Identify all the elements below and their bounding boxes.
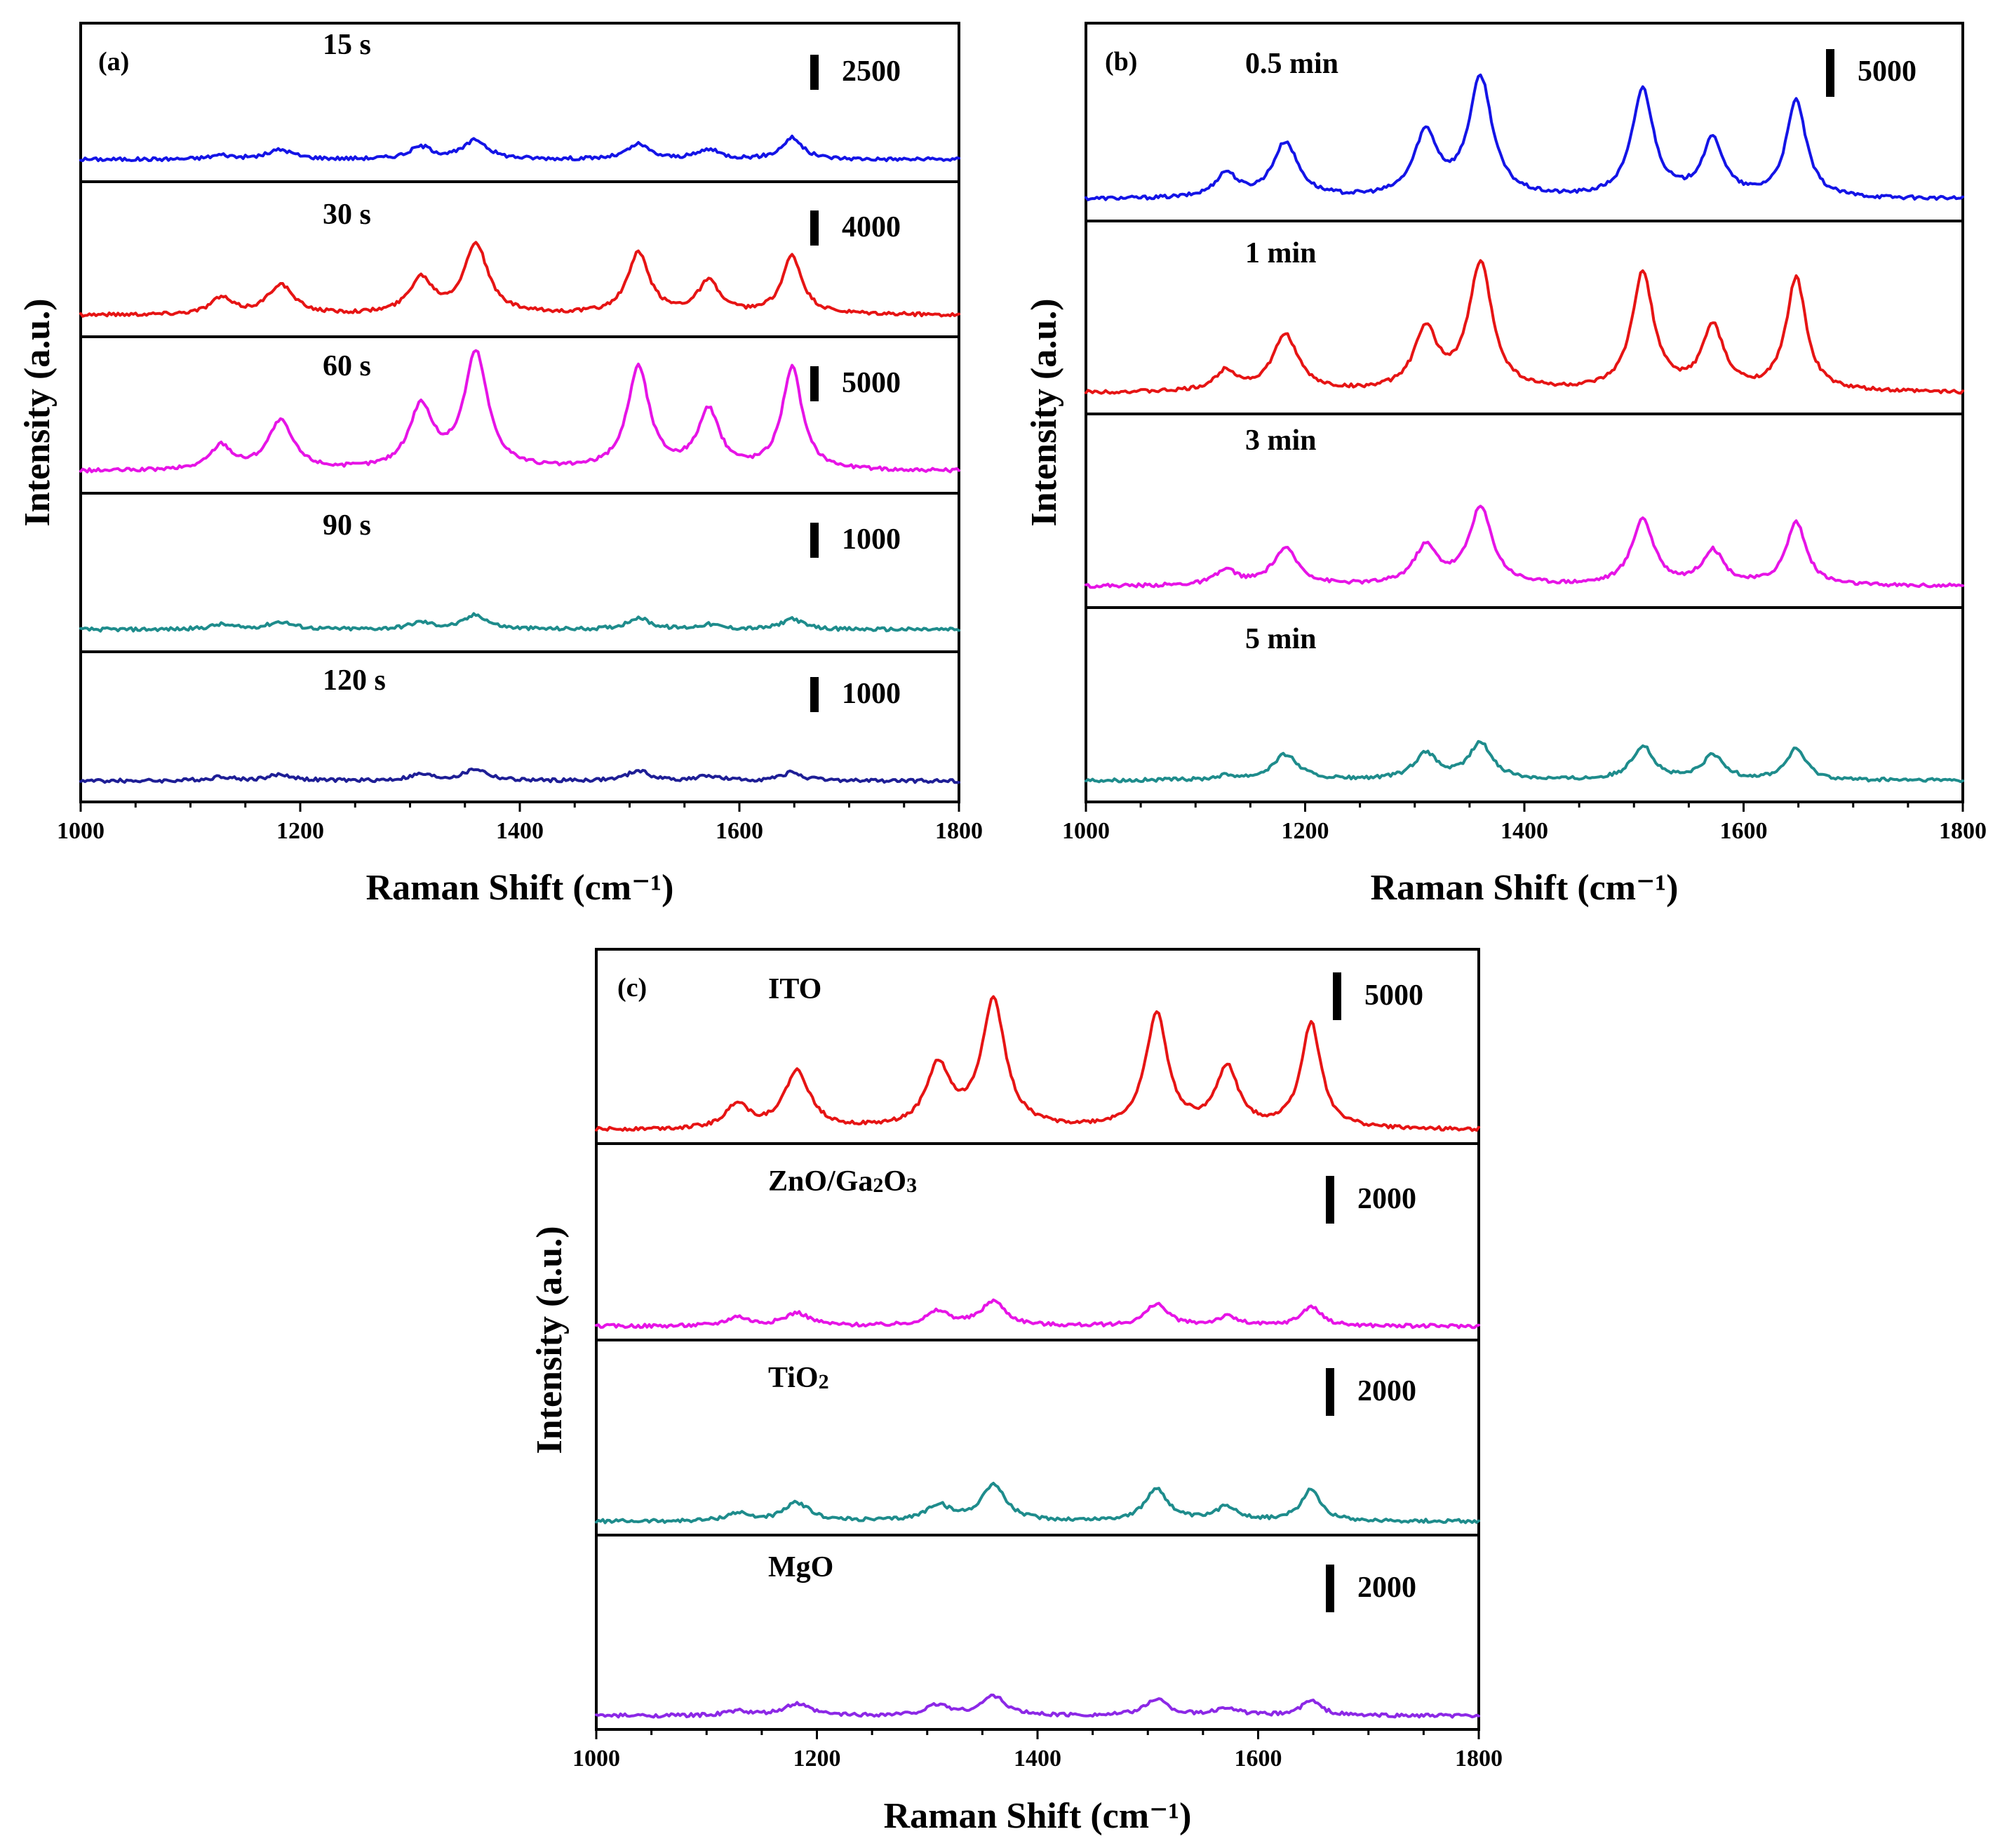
panel-a-scale-label: 4000 bbox=[842, 211, 901, 243]
label-part: O bbox=[883, 1165, 906, 1198]
scale-bar-icon bbox=[810, 366, 819, 401]
label-part: TiO bbox=[768, 1362, 819, 1394]
x-tick-label: 1200 bbox=[793, 1746, 841, 1772]
x-tick-label: 1400 bbox=[1501, 818, 1548, 844]
x-tick-label: 1600 bbox=[716, 818, 763, 844]
panel-b-trace-label: 5 min bbox=[1245, 623, 1317, 655]
spectrum-line-3-min bbox=[1085, 504, 1964, 589]
spectrum-line-60-s bbox=[79, 349, 960, 474]
panel-c-trace-label: TiO2 bbox=[768, 1362, 829, 1394]
panel-b-traces bbox=[1085, 73, 1964, 784]
panel-a-trace-label: 60 s bbox=[323, 350, 371, 382]
spectrum-line-mgo bbox=[595, 1693, 1480, 1719]
panel-a-scale-label: 1000 bbox=[842, 678, 901, 710]
panel-c-trace-label: ZnO/Ga2O3 bbox=[768, 1165, 917, 1198]
scale-bar-icon bbox=[810, 210, 819, 246]
panel-c: (c) ITO ZnO/Ga2O3 TiO2 MgO 5000 2000 200… bbox=[530, 948, 1503, 1836]
panel-a-scale-label: 2500 bbox=[842, 55, 901, 88]
scale-bar-icon bbox=[1826, 49, 1834, 97]
subscript: 3 bbox=[906, 1174, 917, 1197]
panel-c-scale-label: 2000 bbox=[1357, 1375, 1416, 1407]
x-tick-label: 1200 bbox=[1282, 818, 1329, 844]
spectrum-line-120-s bbox=[79, 768, 960, 784]
panel-b-y-axis-label: Intensity (a.u.) bbox=[1024, 298, 1064, 526]
panel-c-scale-label: 2000 bbox=[1357, 1572, 1416, 1604]
scale-bar-icon bbox=[1326, 1565, 1334, 1612]
x-tick-label: 1000 bbox=[572, 1746, 620, 1772]
spectrum-line-90-s bbox=[79, 612, 960, 633]
scale-bar-icon bbox=[810, 677, 819, 712]
x-tick-label: 1400 bbox=[1014, 1746, 1061, 1772]
panel-a-scale-label: 5000 bbox=[842, 367, 901, 399]
spectrum-line-zno-ga2o3 bbox=[595, 1298, 1480, 1330]
panel-a-trace-label: 30 s bbox=[323, 199, 371, 231]
panel-b-trace-label: 1 min bbox=[1245, 237, 1317, 269]
spectrum-line-30-s bbox=[79, 241, 960, 318]
x-tick-label: 1600 bbox=[1720, 818, 1768, 844]
x-tick-label: 1200 bbox=[276, 818, 324, 844]
label-part: ZnO/Ga bbox=[768, 1165, 873, 1198]
panel-b-x-axis: 1000 1200 1400 1600 1800 bbox=[1062, 802, 1987, 844]
scale-bar-icon bbox=[810, 523, 819, 558]
spectrum-line-5-min bbox=[1085, 739, 1964, 784]
panel-a-y-axis-label: Intensity (a.u.) bbox=[18, 298, 58, 526]
x-tick-label: 1600 bbox=[1235, 1746, 1282, 1772]
label-part: MgO bbox=[768, 1551, 833, 1583]
panel-c-scale-label: 5000 bbox=[1364, 979, 1423, 1012]
panel-c-x-axis: 1000 1200 1400 1600 1800 bbox=[572, 1729, 1503, 1772]
spectrum-line-0-5-min bbox=[1085, 73, 1964, 201]
subscript: 2 bbox=[873, 1174, 883, 1197]
panel-a-trace-label: 90 s bbox=[323, 509, 371, 542]
panel-a-scale-label: 1000 bbox=[842, 523, 901, 556]
spectrum-line-ito bbox=[595, 995, 1480, 1132]
panel-c-trace-label: ITO bbox=[768, 973, 821, 1005]
subscript: 2 bbox=[819, 1370, 829, 1393]
panel-a-x-axis: 1000 1200 1400 1600 1800 bbox=[57, 802, 983, 844]
panel-b-x-axis-label: Raman Shift (cm⁻¹) bbox=[1371, 868, 1679, 908]
scale-bar-icon bbox=[1326, 1176, 1334, 1224]
panel-a-trace-label: 15 s bbox=[323, 29, 371, 61]
x-tick-label: 1800 bbox=[1455, 1746, 1503, 1772]
panel-b-scale-label: 5000 bbox=[1858, 55, 1917, 88]
panel-a-traces bbox=[79, 134, 960, 784]
x-tick-label: 1800 bbox=[1939, 818, 1987, 844]
x-tick-label: 1000 bbox=[1062, 818, 1110, 844]
spectrum-line-1-min bbox=[1085, 259, 1964, 395]
scale-bar-icon bbox=[1333, 972, 1341, 1020]
spectrum-line-15-s bbox=[79, 134, 960, 163]
panel-b-trace-label: 0.5 min bbox=[1245, 48, 1338, 80]
x-tick-label: 1400 bbox=[496, 818, 544, 844]
panel-c-x-axis-label: Raman Shift (cm⁻¹) bbox=[884, 1796, 1192, 1836]
panel-c-scale-label: 2000 bbox=[1357, 1183, 1416, 1215]
panel-c-y-axis-label: Intensity (a.u.) bbox=[530, 1226, 570, 1454]
label-part: ITO bbox=[768, 973, 821, 1005]
scale-bar-icon bbox=[1326, 1368, 1334, 1416]
panel-c-label: (c) bbox=[617, 973, 647, 1003]
panel-c-trace-label: MgO bbox=[768, 1551, 833, 1583]
panel-a-label: (a) bbox=[98, 47, 129, 76]
panel-b: (b) 0.5 min 1 min 3 min 5 min 5000 1000 1… bbox=[1024, 22, 1987, 908]
x-tick-label: 1800 bbox=[935, 818, 983, 844]
spectrum-line-tio2 bbox=[595, 1482, 1480, 1525]
panel-b-trace-label: 3 min bbox=[1245, 424, 1317, 457]
scale-bar-icon bbox=[810, 55, 819, 90]
panel-a-frame bbox=[79, 22, 960, 803]
panel-a-x-axis-label: Raman Shift (cm⁻¹) bbox=[366, 868, 674, 908]
panel-a: (a) 15 s 30 s 60 s 90 s 120 s 2500 4000 … bbox=[18, 22, 983, 908]
panel-c-traces bbox=[595, 995, 1480, 1719]
panel-b-label: (b) bbox=[1105, 47, 1137, 76]
x-tick-label: 1000 bbox=[57, 818, 105, 844]
panel-a-trace-label: 120 s bbox=[323, 664, 386, 697]
